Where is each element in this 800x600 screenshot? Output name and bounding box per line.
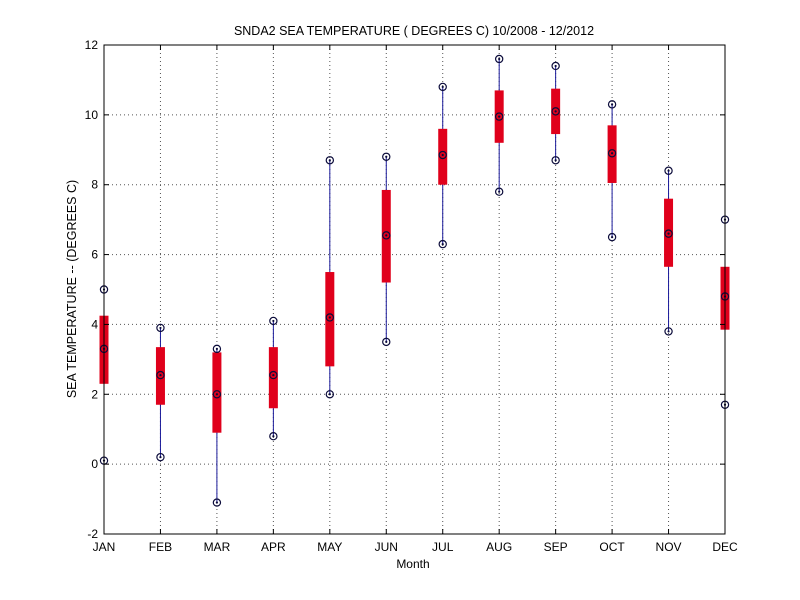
median-marker-dot — [215, 393, 219, 396]
min-marker — [269, 432, 278, 441]
max-marker — [156, 323, 165, 333]
x-tick-label: JAN — [93, 540, 116, 554]
x-tick-label: JUL — [432, 540, 454, 554]
y-axis-label: SEA TEMPERATURE -- (DEGREES C) — [65, 180, 79, 398]
median-marker-dot — [272, 373, 275, 377]
x-tick-label: SEP — [544, 540, 568, 554]
min-marker-dot — [328, 393, 331, 396]
median-marker — [269, 370, 278, 380]
x-tick-label: FEB — [149, 540, 172, 554]
median-marker-dot — [554, 110, 557, 113]
median-marker-dot — [328, 316, 331, 319]
y-tick-label: 2 — [91, 387, 98, 401]
plot-frame — [103, 44, 726, 535]
median-marker-dot — [498, 115, 501, 118]
y-tick-label: -2 — [87, 527, 98, 541]
min-marker — [325, 390, 335, 399]
min-marker-dot — [667, 330, 670, 333]
x-tick-label: MAR — [204, 540, 231, 554]
x-tick-label: JUN — [375, 540, 398, 554]
iqr-box — [325, 272, 335, 367]
y-tick-label: 8 — [91, 178, 98, 192]
max-marker-dot — [498, 57, 501, 61]
x-tick-label: APR — [261, 540, 286, 554]
x-tick-label: OCT — [599, 540, 625, 554]
median-marker — [156, 370, 165, 380]
max-marker-dot — [554, 64, 557, 68]
max-marker — [212, 344, 222, 354]
min-marker-dot — [554, 159, 557, 162]
median-marker — [551, 107, 560, 116]
x-tick-label: NOV — [656, 540, 682, 554]
y-tick-label: 12 — [85, 38, 99, 52]
y-tick-label: 4 — [91, 317, 98, 331]
y-tick-label: 0 — [91, 457, 98, 471]
median-marker-dot — [610, 152, 614, 155]
max-marker-dot — [667, 169, 670, 172]
min-marker — [551, 156, 560, 165]
min-marker — [156, 452, 165, 462]
min-marker — [212, 498, 222, 507]
iqr-box — [268, 347, 278, 409]
max-marker — [382, 152, 391, 161]
median-marker — [438, 150, 447, 160]
median-marker — [607, 149, 617, 158]
max-marker — [325, 156, 335, 165]
min-marker-dot — [610, 236, 614, 239]
median-marker — [664, 229, 673, 238]
max-marker — [494, 54, 504, 64]
max-marker-dot — [159, 326, 162, 330]
median-marker — [382, 231, 391, 240]
min-marker-dot — [385, 340, 388, 343]
max-marker — [269, 316, 278, 326]
min-marker-dot — [272, 435, 275, 438]
min-marker-dot — [215, 501, 219, 504]
min-marker-dot — [441, 242, 444, 246]
median-marker-dot — [667, 232, 670, 235]
median-marker-dot — [159, 373, 162, 377]
iqr-box — [438, 128, 448, 185]
y-tick-label: 6 — [91, 248, 98, 262]
max-marker — [551, 61, 560, 71]
max-marker-dot — [272, 319, 275, 323]
max-marker — [607, 100, 617, 109]
y-tick-label: 10 — [85, 108, 99, 122]
max-marker-dot — [385, 155, 388, 158]
min-marker — [607, 232, 617, 242]
median-marker-dot — [441, 153, 444, 157]
min-marker — [664, 327, 673, 336]
median-marker — [212, 390, 222, 399]
max-marker — [438, 82, 447, 92]
median-marker — [325, 313, 335, 322]
min-marker-dot — [498, 190, 501, 193]
iqr-box — [212, 352, 222, 433]
x-tick-label: DEC — [712, 540, 738, 554]
median-marker — [494, 112, 504, 121]
x-axis-label: Month — [396, 557, 429, 571]
max-marker-dot — [610, 103, 614, 106]
axis-ticks: JAN FEB MAR APR MAY JUN JUL AUG SEP OCT NOV DEC -2 0 2… — [85, 38, 738, 554]
max-marker — [664, 166, 673, 175]
max-marker-dot — [328, 159, 331, 162]
median-marker-dot — [385, 234, 388, 237]
x-tick-label: AUG — [486, 540, 512, 554]
min-marker — [438, 239, 447, 249]
plot-area — [104, 45, 725, 534]
min-marker — [494, 187, 504, 196]
min-marker — [382, 337, 391, 347]
x-tick-label: MAY — [317, 540, 342, 554]
min-marker-dot — [159, 456, 162, 459]
max-marker-dot — [215, 347, 219, 350]
max-marker-dot — [441, 85, 444, 89]
chart-title: SNDA2 SEA TEMPERATURE ( DEGREES C) 10/20… — [234, 24, 594, 38]
